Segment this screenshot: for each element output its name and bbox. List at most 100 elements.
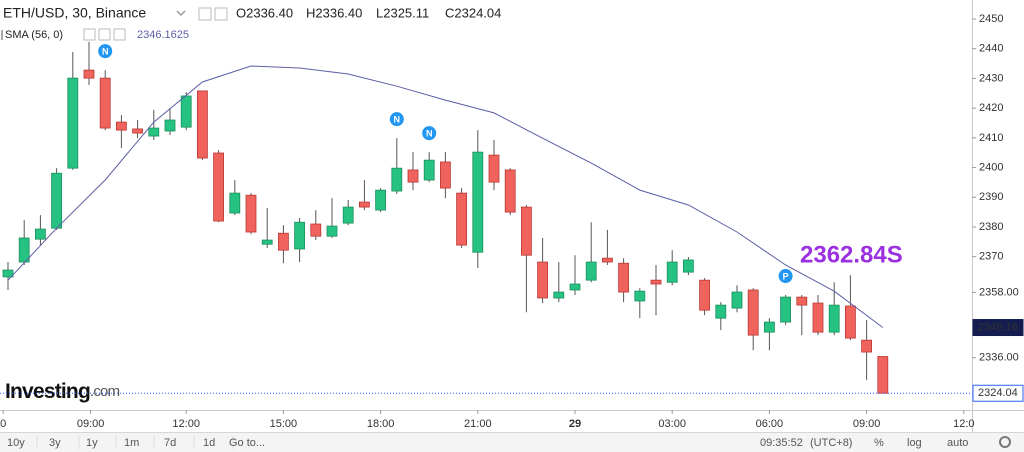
candle-body <box>731 291 743 309</box>
bottom-toolbar <box>0 432 1024 452</box>
candle-body <box>407 169 419 183</box>
candle-body <box>683 259 694 273</box>
candle-body <box>326 225 338 237</box>
candle-body <box>148 127 160 137</box>
event-label: P <box>783 271 789 281</box>
candle-body <box>439 161 451 189</box>
x-tick-label: 09:00 <box>77 418 105 430</box>
x-tick-label: 12:00 <box>172 418 200 430</box>
candle-body <box>294 221 306 250</box>
indicator-eye[interactable] <box>83 28 96 41</box>
candle-body <box>585 261 597 281</box>
range-button[interactable]: 1m <box>124 437 139 449</box>
candle-body <box>67 77 79 169</box>
event-marker <box>98 44 113 59</box>
indicator-close[interactable] <box>113 28 126 41</box>
toolbar: 10y 3y 1y 1m 7d 1d Go to... 09:35:52 (UTC+8)% log… <box>7 436 968 449</box>
candle-body <box>358 201 370 208</box>
candle-body <box>83 69 95 79</box>
indicator-name: SMA (56, 0) <box>5 29 63 41</box>
close-icon[interactable] <box>214 7 228 21</box>
x-tick-label: 12:0 <box>953 418 974 430</box>
percent-toggle[interactable]: % <box>874 437 884 449</box>
event-marker <box>422 126 437 141</box>
timezone[interactable]: (UTC+8) <box>810 437 852 449</box>
event-label: N <box>102 46 109 56</box>
candle-body <box>634 290 646 302</box>
candle-body <box>375 189 387 211</box>
indicator-value: 2346.1625 <box>137 29 189 41</box>
candle-body <box>99 77 111 129</box>
candle-body <box>310 223 322 237</box>
event-label: N <box>426 128 433 138</box>
candle-body <box>180 95 192 128</box>
candle-body <box>261 239 273 245</box>
ohlc-open: O2336.40 <box>236 5 293 20</box>
x-tick-label: 18:00 <box>367 418 395 430</box>
candle-body <box>245 194 257 233</box>
y-tick-label: 2410 <box>979 132 1003 144</box>
candle-body <box>537 261 548 299</box>
candle-body <box>116 121 127 131</box>
x-tick-label: 21:00 <box>464 418 492 430</box>
event-marker <box>389 112 404 127</box>
annotation: 2362.84S <box>800 241 903 268</box>
y-tick-label: 2440 <box>979 43 1003 55</box>
candle-body <box>861 339 872 353</box>
candle-body <box>521 206 532 256</box>
candle-body <box>780 296 791 323</box>
candle-body <box>569 283 581 291</box>
candle-body <box>812 302 824 333</box>
y-tick-label: 2390 <box>979 191 1003 203</box>
candle-body <box>132 128 144 134</box>
candle-body <box>553 291 565 299</box>
dropdown-chevron[interactable] <box>176 10 186 17</box>
y-tick-label: 2370 <box>979 251 1003 263</box>
sma-line <box>7 65 884 328</box>
candle-body <box>35 228 46 240</box>
price-label: 2346.16 <box>978 321 1018 333</box>
candle-body <box>456 192 468 246</box>
logo: Investing.com <box>5 380 120 403</box>
range-button[interactable]: 10y <box>7 437 25 449</box>
y-tick-label: 2336.00 <box>979 352 1019 364</box>
settings-icon[interactable] <box>198 7 212 21</box>
range-button[interactable]: 1y <box>86 437 98 449</box>
range-button[interactable]: 7d <box>164 437 176 449</box>
indicator-settings[interactable] <box>98 28 111 41</box>
goto-button[interactable]: Go to... <box>229 437 265 449</box>
x-tick-label: 0 <box>0 418 6 430</box>
logo-main: Investing <box>5 380 90 403</box>
log-toggle[interactable]: log <box>907 437 922 449</box>
ohlc-low: L2325.11 <box>376 5 429 20</box>
candle-body <box>650 279 662 285</box>
candle-body <box>342 206 354 224</box>
candle-body <box>602 257 613 263</box>
auto-toggle[interactable]: auto <box>947 437 968 449</box>
gear-icon[interactable] <box>999 436 1011 448</box>
candle-body <box>828 304 840 333</box>
candle-body <box>213 152 225 222</box>
ohlc-high: H2336.40 <box>306 5 362 20</box>
price-label-box <box>972 319 1024 337</box>
candle-body <box>391 167 403 192</box>
candle-body <box>699 279 710 311</box>
candle-body <box>747 289 759 336</box>
price-label: 2324.04 <box>978 387 1018 399</box>
x-tick-label: 09:00 <box>853 418 881 430</box>
event-marker <box>778 269 793 284</box>
candle-body <box>764 321 775 333</box>
candle-body <box>2 269 14 278</box>
x-tick-label: 29 <box>569 418 581 430</box>
range-button[interactable]: 1d <box>203 437 215 449</box>
candle-body <box>618 262 629 293</box>
candle-body <box>504 169 516 213</box>
candle-body <box>472 151 484 253</box>
x-tick-label: 15:00 <box>270 418 298 430</box>
candle-body <box>196 90 208 159</box>
candle-body <box>715 304 727 319</box>
range-button[interactable]: 3y <box>49 437 61 449</box>
y-tick-label: 2420 <box>979 102 1003 114</box>
